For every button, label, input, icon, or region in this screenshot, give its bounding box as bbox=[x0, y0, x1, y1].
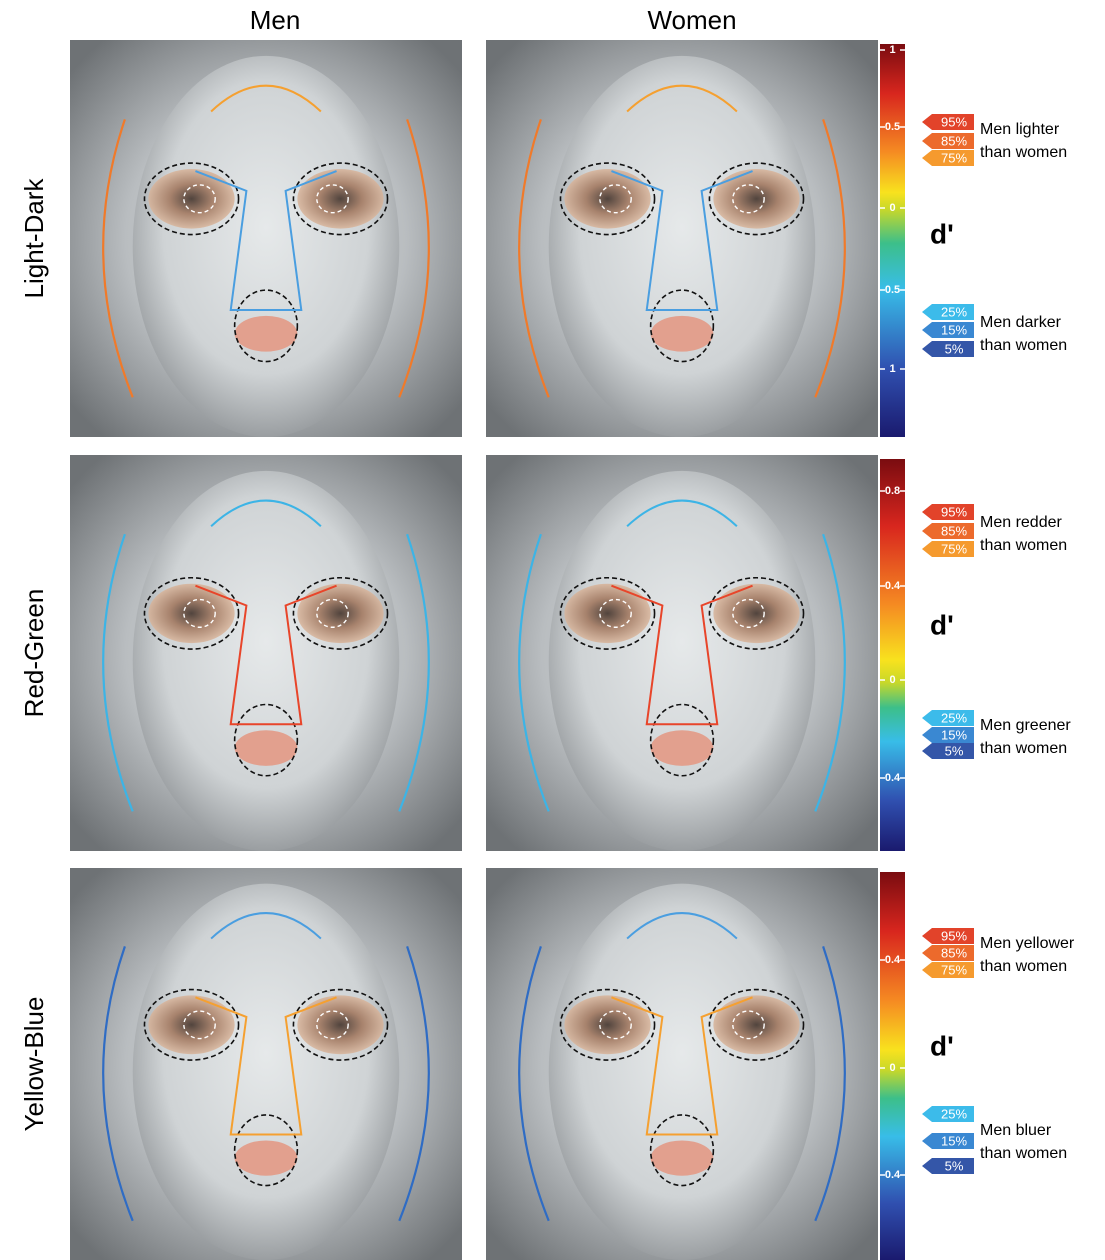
percentile-label: 25% bbox=[941, 710, 967, 725]
percentile-label: 25% bbox=[941, 1106, 967, 1121]
eye-region bbox=[148, 169, 234, 229]
mouth bbox=[651, 316, 714, 352]
eye-region bbox=[564, 584, 650, 643]
mouth bbox=[651, 730, 714, 766]
face bbox=[549, 471, 816, 851]
legend-text: Men redder bbox=[980, 514, 1062, 531]
eye-region bbox=[564, 169, 650, 229]
eye-region bbox=[564, 995, 650, 1054]
row-label: Light-Dark bbox=[19, 178, 49, 299]
eye-region bbox=[148, 995, 234, 1054]
tick-label: 0.5 bbox=[885, 284, 900, 296]
legend-text: than women bbox=[980, 337, 1067, 354]
tick-label: 1 bbox=[889, 363, 895, 375]
percentile-label: 15% bbox=[941, 1133, 967, 1148]
legend-text: Men lighter bbox=[980, 121, 1060, 138]
tick-label: 0 bbox=[889, 674, 895, 686]
legend-text: than women bbox=[980, 958, 1067, 975]
legend-text: than women bbox=[980, 144, 1067, 161]
tick-label: 0.4 bbox=[885, 1169, 901, 1181]
tick-label: 0 bbox=[889, 1062, 895, 1074]
row-label: Yellow-Blue bbox=[19, 997, 49, 1132]
percentile-label: 75% bbox=[941, 962, 967, 977]
legend-text: Men yellower bbox=[980, 935, 1075, 952]
percentile-label: 75% bbox=[941, 541, 967, 556]
face bbox=[133, 471, 400, 851]
percentile-label: 5% bbox=[945, 743, 964, 758]
percentile-label: 95% bbox=[941, 928, 967, 943]
legend-text: than women bbox=[980, 740, 1067, 757]
eye-region bbox=[713, 995, 799, 1054]
colorbar-symbol: d' bbox=[930, 218, 954, 249]
percentile-label: 5% bbox=[945, 1158, 964, 1173]
percentile-label: 75% bbox=[941, 150, 967, 165]
percentile-label: 5% bbox=[945, 341, 964, 356]
eye-region bbox=[297, 995, 383, 1054]
percentile-label: 95% bbox=[941, 504, 967, 519]
mouth bbox=[651, 1140, 714, 1175]
percentile-label: 85% bbox=[941, 133, 967, 148]
figure: Men Women Light-Dark 1 0.5 0 0.5 1 95% 85% 75% 25… bbox=[0, 0, 1105, 1260]
legend-text: Men greener bbox=[980, 717, 1071, 734]
legend-text: than women bbox=[980, 1145, 1067, 1162]
eye-region bbox=[713, 169, 799, 229]
face-panel bbox=[70, 40, 462, 437]
legend-text: than women bbox=[980, 537, 1067, 554]
legend-text: Men darker bbox=[980, 314, 1062, 331]
face bbox=[133, 884, 400, 1260]
percentile-label: 85% bbox=[941, 945, 967, 960]
face-panel bbox=[486, 40, 878, 437]
tick-label: 0.5 bbox=[885, 121, 900, 133]
tick-label: 0.4 bbox=[885, 580, 901, 592]
percentile-label: 25% bbox=[941, 304, 967, 319]
percentile-label: 85% bbox=[941, 523, 967, 538]
tick-label: 0.4 bbox=[885, 954, 901, 966]
column-header: Men bbox=[250, 5, 301, 35]
face bbox=[133, 56, 400, 437]
mouth bbox=[235, 316, 298, 352]
eye-region bbox=[713, 584, 799, 643]
row-label: Red-Green bbox=[19, 589, 49, 718]
colorbar bbox=[880, 44, 905, 437]
colorbar-symbol: d' bbox=[930, 609, 954, 640]
face-panel bbox=[486, 868, 878, 1260]
percentile-label: 15% bbox=[941, 727, 967, 742]
colorbar bbox=[880, 459, 905, 851]
face bbox=[549, 56, 816, 437]
face-panel bbox=[70, 868, 462, 1260]
face-panel bbox=[486, 455, 878, 851]
face-panel bbox=[70, 455, 462, 851]
tick-label: 0.8 bbox=[885, 485, 900, 497]
tick-label: 0 bbox=[889, 202, 895, 214]
eye-region bbox=[297, 584, 383, 643]
colorbar-symbol: d' bbox=[930, 1030, 954, 1061]
eye-region bbox=[297, 169, 383, 229]
column-header: Women bbox=[647, 5, 736, 35]
tick-label: 0.4 bbox=[885, 772, 901, 784]
mouth bbox=[235, 730, 298, 766]
tick-label: 1 bbox=[889, 44, 895, 56]
legend-text: Men bluer bbox=[980, 1122, 1052, 1139]
face bbox=[549, 884, 816, 1260]
mouth bbox=[235, 1140, 298, 1175]
eye-region bbox=[148, 584, 234, 643]
percentile-label: 95% bbox=[941, 114, 967, 129]
percentile-label: 15% bbox=[941, 322, 967, 337]
